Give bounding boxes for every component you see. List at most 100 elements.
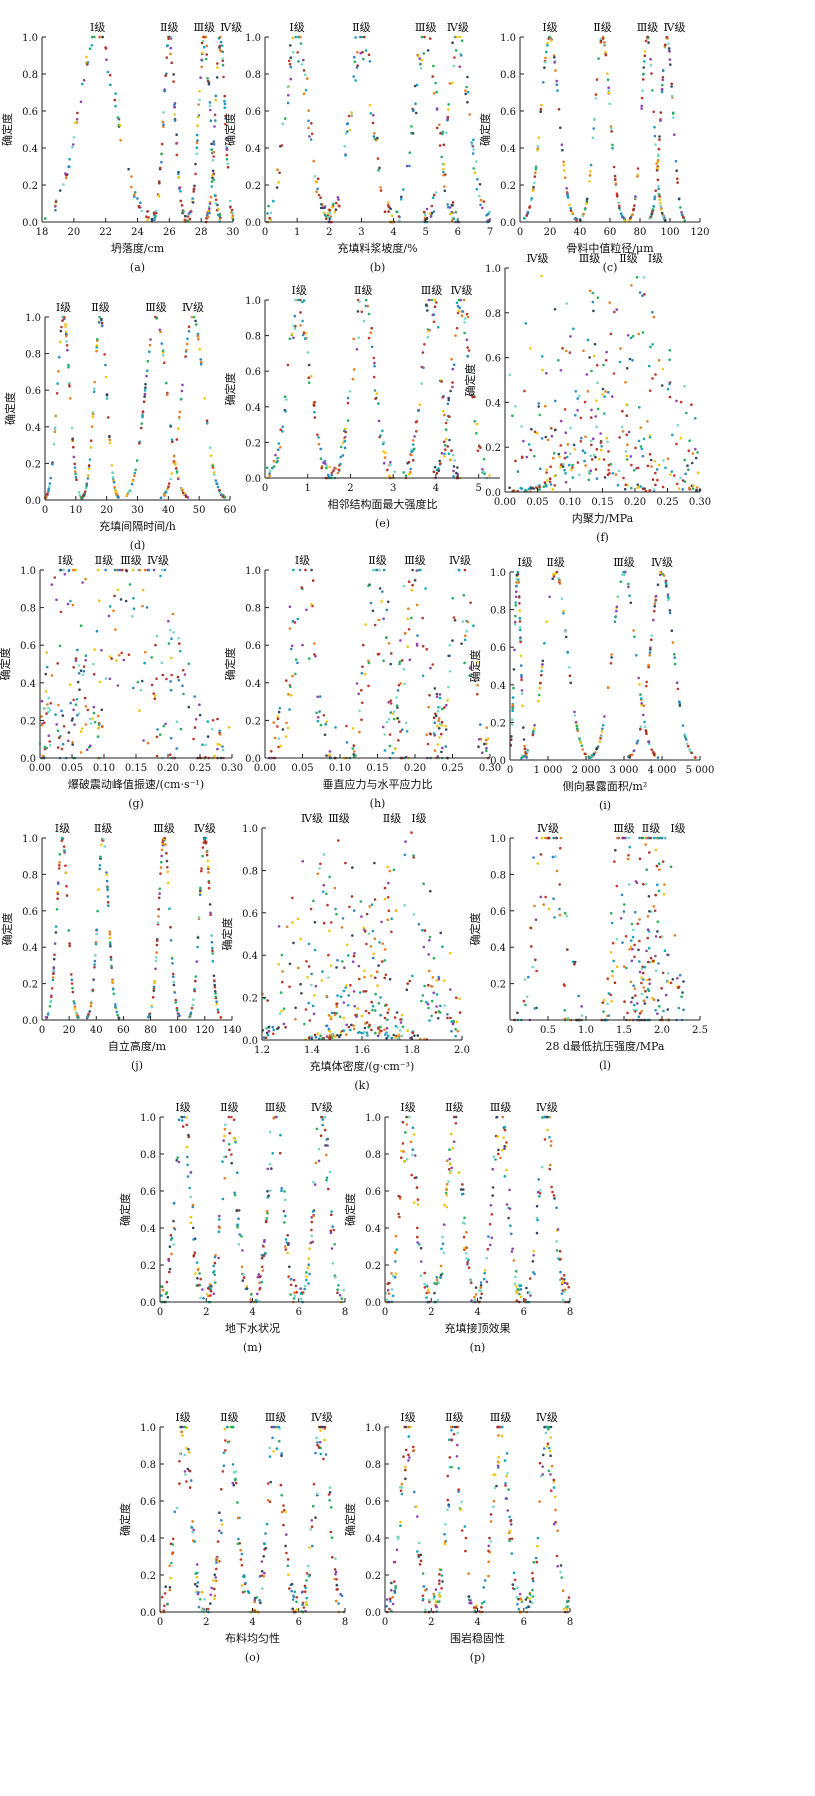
data-point: [649, 648, 652, 651]
data-point: [515, 581, 518, 584]
data-point: [373, 361, 376, 365]
data-point: [67, 365, 70, 369]
data-point: [644, 843, 647, 846]
data-point: [62, 725, 66, 728]
data-point: [627, 854, 630, 857]
data-point: [412, 447, 416, 451]
data-point: [290, 332, 294, 336]
data-point: [405, 164, 409, 168]
data-point: [660, 208, 663, 211]
data-point: [313, 653, 316, 656]
x-tick-label: 2: [428, 1307, 434, 1318]
data-point: [344, 154, 347, 157]
data-point: [100, 708, 104, 712]
data-point: [303, 337, 307, 341]
y-tick-label: 0.4: [490, 943, 506, 954]
data-point: [330, 1036, 334, 1040]
data-point: [483, 742, 486, 746]
data-point: [388, 744, 392, 748]
data-point: [47, 489, 50, 493]
data-point: [447, 452, 451, 456]
data-point: [351, 866, 354, 869]
data-point: [445, 1183, 449, 1186]
data-point: [262, 1036, 266, 1039]
data-point: [651, 377, 654, 380]
data-point: [422, 366, 425, 370]
data-point: [105, 871, 108, 874]
data-point: [132, 686, 135, 690]
data-point: [568, 674, 572, 677]
data-point: [390, 917, 394, 920]
data-point: [406, 1029, 410, 1032]
data-point: [639, 727, 642, 731]
data-point: [330, 473, 333, 477]
data-point: [503, 1145, 506, 1148]
data-point: [351, 727, 355, 730]
data-point: [594, 97, 598, 100]
data-point: [455, 301, 459, 305]
data-point: [636, 922, 639, 925]
data-point: [537, 1178, 540, 1181]
data-point: [537, 693, 541, 697]
data-point: [647, 895, 651, 898]
data-point: [457, 568, 461, 572]
data-points: [159, 1425, 346, 1614]
data-point: [452, 217, 456, 220]
data-point: [107, 614, 111, 618]
data-point: [355, 66, 359, 69]
data-point: [70, 982, 74, 985]
x-tick-label: 0.10: [93, 763, 115, 774]
data-point: [630, 284, 633, 287]
data-point: [399, 198, 403, 201]
data-point: [576, 727, 579, 731]
data-point: [448, 1148, 451, 1151]
x-tick-label: 10: [69, 505, 82, 516]
data-point: [193, 989, 196, 993]
data-point: [617, 469, 621, 473]
data-point: [612, 959, 615, 963]
data-point: [636, 739, 640, 743]
data-point: [146, 210, 150, 213]
data-point: [671, 641, 675, 644]
data-point: [563, 169, 566, 172]
data-point: [427, 329, 430, 333]
data-point: [626, 334, 630, 337]
data-point: [307, 1036, 311, 1040]
data-point: [164, 1585, 167, 1588]
data-point: [620, 425, 624, 429]
data-point: [275, 186, 279, 189]
data-point: [68, 942, 71, 945]
data-point: [196, 139, 199, 142]
data-point: [299, 982, 302, 986]
data-point: [148, 343, 152, 347]
data-point: [632, 629, 635, 632]
data-point: [361, 701, 364, 705]
data-point: [523, 747, 527, 750]
data-point: [261, 1587, 264, 1590]
data-point: [199, 358, 202, 361]
data-point: [561, 1298, 565, 1302]
data-point: [645, 680, 648, 684]
data-point: [354, 79, 358, 82]
data-point: [410, 125, 413, 128]
data-point: [531, 731, 535, 735]
data-point: [343, 435, 347, 439]
data-point: [435, 1278, 439, 1282]
data-point: [291, 921, 294, 924]
data-point: [668, 609, 672, 612]
data-point: [334, 1572, 337, 1576]
data-point: [345, 724, 348, 728]
data-point: [253, 1598, 257, 1602]
data-point: [618, 360, 622, 364]
data-point: [44, 217, 47, 220]
data-point: [185, 1480, 188, 1483]
data-point: [479, 1296, 483, 1300]
data-point: [287, 1573, 290, 1576]
data-point: [344, 430, 348, 434]
data-point: [448, 206, 452, 209]
data-point: [526, 210, 530, 214]
data-point: [424, 587, 427, 590]
data-point: [642, 66, 646, 69]
x-tick-label: 100: [168, 1025, 187, 1036]
